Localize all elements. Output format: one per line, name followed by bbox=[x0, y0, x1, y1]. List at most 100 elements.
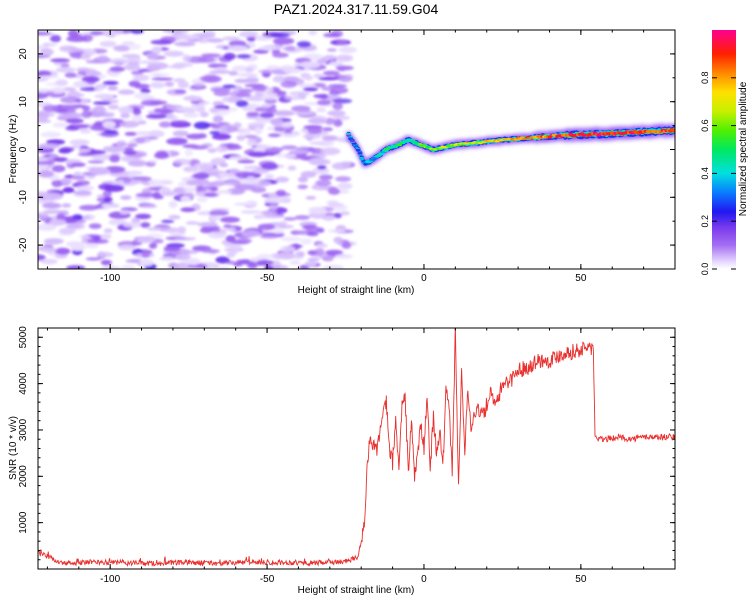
noise-blob bbox=[151, 46, 163, 54]
colorbar-tick-label: 0.6 bbox=[700, 119, 710, 132]
noise-blob bbox=[159, 187, 171, 193]
noise-blob bbox=[79, 204, 99, 211]
noise-blob bbox=[197, 222, 219, 227]
snr-series-line bbox=[38, 328, 675, 568]
noise-blob bbox=[245, 67, 254, 73]
noise-blob bbox=[245, 200, 258, 207]
y-tick-label: 3000 bbox=[18, 418, 29, 441]
noise-blob bbox=[38, 191, 49, 196]
noise-blob bbox=[151, 77, 174, 81]
noise-blob bbox=[212, 115, 224, 123]
noise-blob bbox=[42, 202, 62, 209]
noise-blob bbox=[180, 195, 191, 203]
noise-blob bbox=[216, 190, 233, 194]
noise-blob bbox=[87, 238, 109, 244]
noise-blob bbox=[159, 121, 172, 128]
noise-blob bbox=[85, 257, 102, 261]
noise-blob bbox=[132, 108, 142, 116]
noise-blob bbox=[104, 129, 118, 134]
noise-blob bbox=[314, 248, 325, 256]
noise-blob bbox=[198, 101, 211, 105]
noise-blob bbox=[214, 266, 230, 269]
noise-blob bbox=[229, 156, 245, 160]
noise-blob bbox=[240, 210, 262, 214]
noise-blob bbox=[118, 106, 134, 114]
noise-blob bbox=[180, 207, 196, 213]
noise-blobs bbox=[38, 30, 357, 269]
noise-blob bbox=[155, 150, 168, 158]
noise-blob bbox=[270, 32, 291, 38]
noise-blob bbox=[149, 81, 166, 89]
x-tick-label: 0 bbox=[421, 574, 427, 585]
noise-blob bbox=[303, 102, 321, 106]
noise-blob bbox=[236, 135, 246, 141]
noise-blob bbox=[260, 162, 279, 170]
noise-blob bbox=[65, 224, 83, 229]
noise-blob bbox=[323, 70, 340, 76]
noise-blob bbox=[70, 175, 85, 180]
noise-blob bbox=[46, 159, 55, 166]
noise-blob bbox=[148, 179, 164, 187]
noise-blob bbox=[299, 61, 321, 69]
noise-blob bbox=[328, 188, 341, 195]
noise-blob bbox=[226, 143, 235, 149]
noise-blob bbox=[308, 30, 318, 36]
noise-blob bbox=[260, 103, 273, 108]
noise-blob bbox=[322, 256, 334, 262]
noise-blob bbox=[337, 182, 353, 190]
noise-blob bbox=[182, 144, 200, 149]
noise-blob bbox=[335, 176, 352, 182]
noise-blob bbox=[213, 90, 231, 97]
colorbar-gradient bbox=[712, 30, 736, 269]
signal-segment bbox=[353, 145, 359, 148]
noise-blob bbox=[49, 34, 62, 43]
noise-blob bbox=[241, 230, 261, 238]
noise-blob bbox=[280, 245, 296, 252]
noise-blob bbox=[134, 92, 151, 100]
noise-blob bbox=[272, 37, 295, 45]
noise-blob bbox=[237, 159, 255, 164]
noise-blob bbox=[313, 73, 324, 79]
noise-blob bbox=[118, 244, 136, 251]
noise-blob bbox=[228, 96, 238, 103]
noise-blob bbox=[145, 114, 167, 119]
noise-blob bbox=[182, 187, 198, 192]
signal-segment bbox=[348, 137, 353, 140]
noise-blob bbox=[140, 222, 151, 228]
noise-blob bbox=[296, 41, 312, 48]
noise-blob bbox=[66, 265, 86, 269]
noise-blob bbox=[246, 76, 259, 82]
noise-blob bbox=[250, 186, 267, 193]
noise-blob bbox=[282, 76, 300, 83]
x-tick-label: 50 bbox=[575, 273, 587, 284]
noise-blob bbox=[247, 151, 269, 158]
noise-blob bbox=[63, 112, 83, 119]
noise-blob bbox=[62, 187, 75, 193]
x-tick-label: -50 bbox=[260, 273, 275, 284]
noise-blob bbox=[237, 72, 258, 77]
noise-blob bbox=[123, 147, 135, 151]
noise-blob bbox=[163, 50, 185, 57]
noise-blob bbox=[239, 30, 259, 38]
noise-blob bbox=[94, 93, 115, 99]
noise-blob bbox=[275, 176, 289, 183]
noise-blob bbox=[257, 223, 276, 231]
noise-blob bbox=[59, 227, 76, 235]
signal-segment bbox=[350, 139, 355, 143]
noise-blob bbox=[120, 113, 130, 119]
noise-blob bbox=[80, 34, 93, 42]
noise-blob bbox=[38, 31, 51, 36]
noise-blob bbox=[101, 112, 115, 118]
noise-blob bbox=[209, 69, 231, 74]
noise-blob bbox=[318, 174, 333, 181]
noise-blob bbox=[135, 137, 146, 144]
noise-blob bbox=[330, 86, 349, 94]
signal-track-layer bbox=[346, 128, 675, 166]
noise-blob bbox=[38, 143, 60, 149]
noise-blob bbox=[140, 100, 162, 106]
noise-blob bbox=[320, 147, 341, 156]
colorbar-tick-label: 0.0 bbox=[700, 263, 710, 276]
noise-blob bbox=[193, 83, 205, 88]
